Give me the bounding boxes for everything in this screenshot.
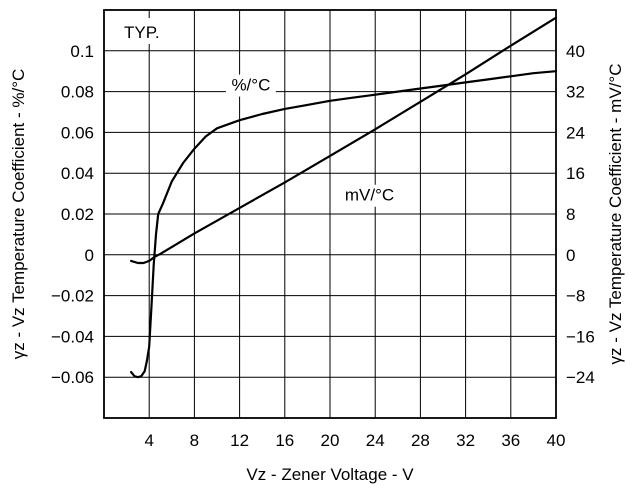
y-left-tick-label: 0 — [85, 246, 94, 265]
plot-frame — [103, 9, 557, 419]
x-tick-label: 28 — [411, 431, 430, 450]
x-tick-label: 36 — [501, 431, 520, 450]
y-axis-title-right: γz - Vz Temperature Coefficient - mV/°C — [606, 64, 625, 365]
annotation-background — [118, 18, 180, 44]
y-left-tick-label: 0.08 — [61, 83, 94, 102]
y-right-tick-label: 40 — [566, 42, 585, 61]
y-right-tick-label: 24 — [566, 123, 585, 142]
x-tick-label: 40 — [547, 431, 566, 450]
left-axis-ticks: −0.06 −0.04 −0.02 0 0.02 0.04 0.06 0.08 0.1 — [51, 42, 94, 387]
series-labels: %/°C mV/°C — [225, 74, 400, 207]
x-tick-label: 32 — [456, 431, 475, 450]
x-tick-label: 12 — [230, 431, 249, 450]
y-left-tick-label: −0.02 — [51, 287, 94, 306]
y-left-tick-label: 0.04 — [61, 164, 94, 183]
y-axis-title-left: γz - Vz Temperature Coefficient - %/°C — [9, 69, 28, 360]
y-left-tick-label: 0.06 — [61, 123, 94, 142]
y-right-tick-label: −16 — [566, 327, 595, 346]
series-line-1 — [130, 16, 558, 265]
curves — [130, 16, 558, 379]
y-left-tick-label: 0.1 — [70, 42, 94, 61]
series-label: %/°C — [231, 76, 270, 95]
series-label-background — [339, 184, 400, 207]
x-axis-ticks: 4 8 12 16 20 24 28 32 36 40 — [144, 431, 565, 450]
series-label: mV/°C — [345, 186, 394, 205]
grid — [104, 10, 556, 419]
x-tick-label: 20 — [321, 431, 340, 450]
x-tick-label: 24 — [366, 431, 385, 450]
y-right-tick-label: 16 — [566, 164, 585, 183]
series-label-background — [225, 74, 276, 97]
x-tick-label: 16 — [275, 431, 294, 450]
y-right-tick-label: 32 — [566, 83, 585, 102]
x-tick-label: 8 — [190, 431, 199, 450]
y-left-tick-label: −0.04 — [51, 327, 94, 346]
x-tick-label: 4 — [144, 431, 153, 450]
y-right-tick-label: 0 — [566, 246, 575, 265]
y-left-tick-label: 0.02 — [61, 205, 94, 224]
annotation-typ: TYP. — [124, 23, 160, 42]
y-right-tick-label: 8 — [566, 205, 575, 224]
y-right-tick-label: −24 — [566, 368, 595, 387]
y-left-tick-label: −0.06 — [51, 368, 94, 387]
y-right-tick-label: −8 — [566, 287, 585, 306]
series-line-0 — [130, 70, 558, 379]
right-axis-ticks: −24 −16 −8 0 8 16 24 32 40 — [566, 42, 595, 387]
x-axis-title: Vz - Zener Voltage - V — [246, 465, 414, 484]
